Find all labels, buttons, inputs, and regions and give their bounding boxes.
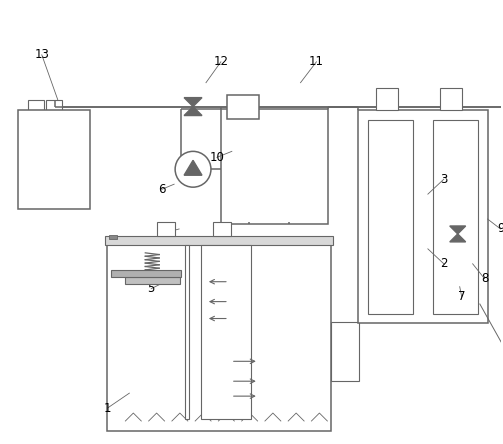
Text: 1: 1: [104, 401, 111, 415]
Text: 3: 3: [440, 173, 448, 186]
Text: 4: 4: [157, 227, 165, 241]
Bar: [18, 110, 90, 209]
Text: 12: 12: [213, 56, 228, 68]
Bar: [110, 235, 117, 239]
Bar: [157, 222, 175, 236]
Bar: [368, 119, 413, 313]
Bar: [213, 222, 231, 236]
Bar: [331, 321, 359, 381]
Text: 5: 5: [147, 282, 155, 295]
Bar: [46, 99, 62, 110]
Bar: [227, 95, 259, 119]
Bar: [108, 237, 331, 431]
Circle shape: [175, 151, 211, 187]
Text: 6: 6: [158, 182, 166, 196]
Bar: [253, 317, 327, 427]
Text: 13: 13: [34, 48, 49, 61]
Polygon shape: [450, 226, 466, 234]
Bar: [112, 272, 181, 351]
Bar: [112, 351, 181, 427]
Bar: [221, 109, 328, 224]
Polygon shape: [450, 234, 466, 242]
Bar: [433, 119, 478, 313]
Text: 7: 7: [458, 290, 465, 303]
Bar: [106, 236, 333, 245]
Text: 8: 8: [481, 272, 488, 285]
Bar: [185, 245, 189, 419]
Bar: [125, 277, 180, 284]
Bar: [201, 245, 251, 419]
Bar: [358, 110, 487, 324]
Bar: [28, 99, 44, 110]
Bar: [440, 87, 462, 110]
Bar: [112, 270, 181, 277]
Bar: [203, 367, 249, 427]
Text: 9: 9: [497, 222, 503, 235]
Text: 10: 10: [209, 151, 224, 164]
Polygon shape: [184, 160, 202, 175]
Text: 2: 2: [440, 257, 448, 270]
Text: 11: 11: [309, 56, 324, 68]
Bar: [376, 87, 398, 110]
Polygon shape: [184, 107, 202, 115]
Polygon shape: [184, 98, 202, 107]
